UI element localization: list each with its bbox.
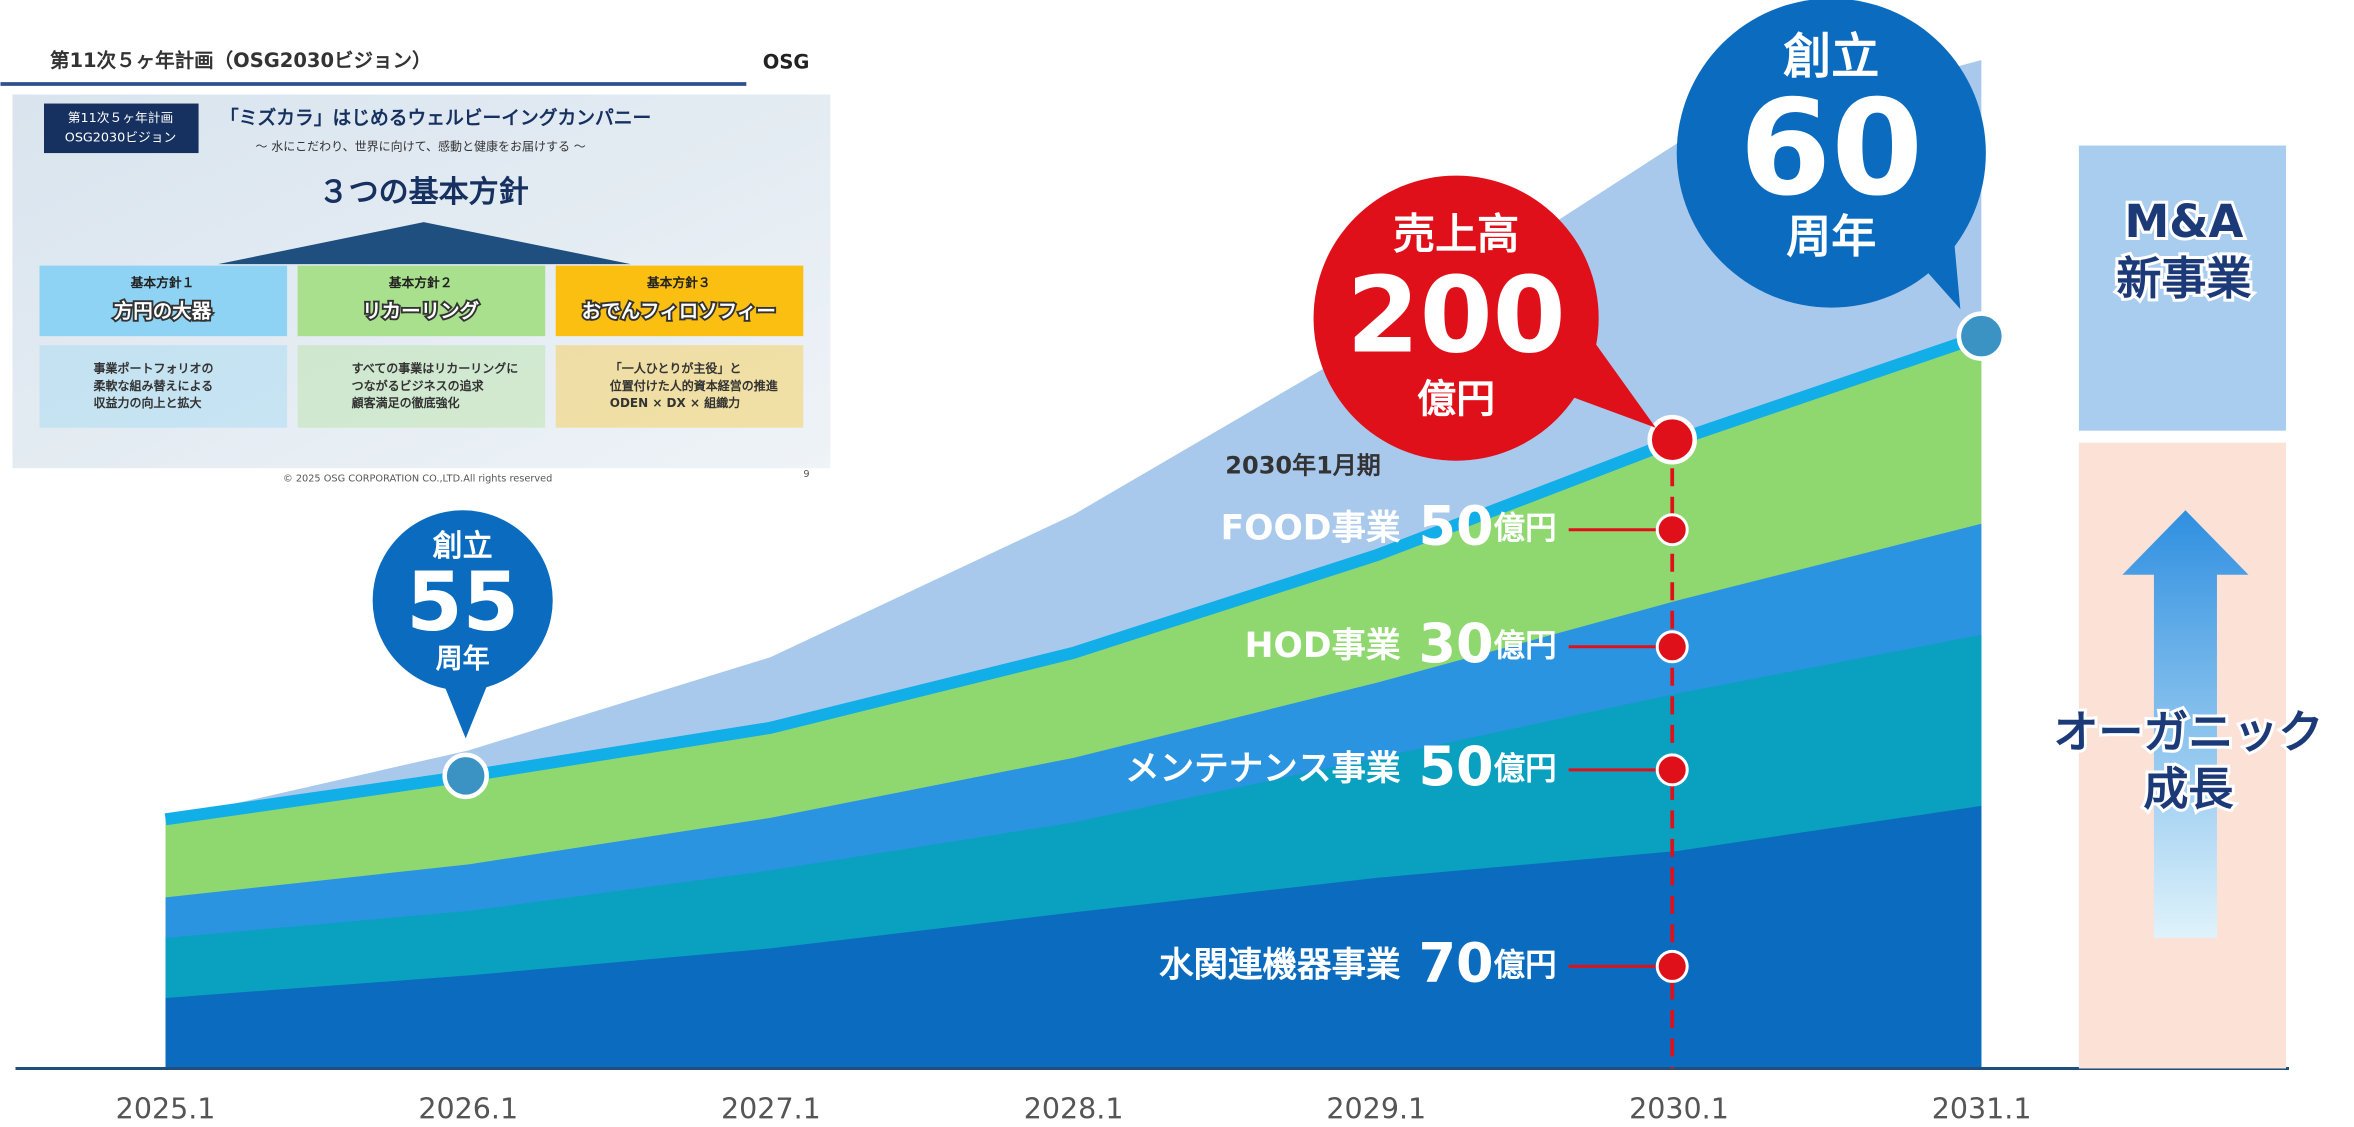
- point: [1956, 311, 2007, 361]
- policy-head: [39, 265, 288, 337]
- point: [442, 752, 489, 800]
- bubble-number: 60: [1739, 72, 1923, 226]
- policy-head: [297, 265, 546, 337]
- copyright: © 2025 OSG CORPORATION CO.,LTD.All right…: [283, 474, 552, 485]
- policy-body: [297, 345, 546, 428]
- new-business-box: [2078, 145, 2286, 431]
- policy-head: [555, 265, 804, 337]
- segment-label: 水関連機器事業 70億円: [1159, 931, 1557, 994]
- policy-text: 位置付けた人的資本経営の推進: [610, 378, 779, 393]
- policy-text: 顧客満足の徹底強化: [352, 395, 460, 410]
- inset-header: 第11次５ヶ年計画（OSG2030ビジョン）: [50, 49, 432, 72]
- segment-unit: 億円: [1494, 628, 1557, 664]
- segment-value: 50: [1418, 734, 1493, 797]
- policy-name: おでんフィロソフィー: [582, 300, 776, 323]
- policy-label: 基本方針２: [388, 275, 453, 291]
- policy-label: 基本方針１: [130, 275, 195, 291]
- bubble: [372, 510, 553, 691]
- segment-point: [1655, 949, 1689, 983]
- segment-unit: 億円: [1494, 751, 1557, 787]
- organic: 成長: [2143, 762, 2234, 815]
- badge-text: 第11次５ヶ年計画: [68, 110, 173, 126]
- page-number: 9: [803, 469, 809, 480]
- bubble-text: 周年: [1786, 210, 1876, 263]
- x-label: 2028.1: [1024, 1092, 1124, 1125]
- segment-name: FOOD事業: [1221, 508, 1401, 548]
- organic: オーガニック: [2053, 705, 2323, 758]
- inset-heading: ３つの基本方針: [319, 175, 529, 210]
- segment-point: [1655, 753, 1689, 787]
- arrow: [2122, 510, 2249, 938]
- policy-text: 柔軟な組み替えによる: [93, 378, 214, 393]
- segment-point: [1655, 630, 1689, 664]
- bubble: [1313, 175, 1599, 461]
- segment-label: FOOD事業 50億円: [1221, 494, 1557, 557]
- x-label: 2027.1: [721, 1092, 821, 1125]
- policy-text: 事業ポートフォリオの: [94, 361, 214, 376]
- bubble-text: 創立: [433, 529, 493, 564]
- segment-unit: 億円: [1494, 947, 1557, 983]
- segment-value: 70: [1418, 931, 1493, 994]
- policy-name: 方円の大器: [114, 300, 212, 323]
- bubble: [1676, 0, 1986, 308]
- inset-subtitle: ～ 水にこだわり、世界に向けて、感動と健康をお届けする ～: [256, 139, 586, 154]
- policy-text: 収益力の向上と拡大: [94, 395, 202, 410]
- segment-label: メンテナンス事業 50億円: [1125, 734, 1557, 797]
- policy-text: 「一人ひとりが主役」と: [610, 361, 742, 376]
- x-label: 2026.1: [418, 1092, 518, 1125]
- x-label: 2031.1: [1932, 1092, 2032, 1125]
- policy-text: ODEN × DX × 組織力: [610, 395, 740, 410]
- segment-name: メンテナンス事業: [1125, 748, 1401, 788]
- badge-text: OSG2030ビジョン: [65, 131, 176, 146]
- segment-unit: 億円: [1494, 511, 1557, 547]
- bubble-text: 億円: [1417, 378, 1495, 423]
- period: 2030年1月期: [1225, 452, 1381, 480]
- segment-point: [1655, 513, 1689, 547]
- bubble-text: 周年: [436, 643, 490, 675]
- bubble-text: 創立: [1783, 29, 1879, 85]
- policy-label: 基本方針３: [646, 275, 711, 291]
- bubble-number: 55: [406, 556, 519, 650]
- badge: [43, 103, 199, 154]
- new-business: M&A: [2125, 195, 2244, 248]
- logo: OSG: [763, 51, 810, 74]
- tagline: 「ミズカラ」はじめるウェルビーイングカンパニー: [220, 106, 651, 129]
- x-label: 2030.1: [1629, 1092, 1729, 1125]
- bubble-number: 200: [1346, 253, 1565, 376]
- x-label: 2029.1: [1326, 1092, 1426, 1125]
- point: [1647, 414, 1697, 465]
- policy-text: すべての事業はリカーリングに: [352, 361, 519, 376]
- policy-body: [555, 345, 804, 428]
- policy-text: つながるビジネスの追求: [352, 378, 485, 393]
- policy-body: [39, 345, 288, 428]
- bubble: [443, 682, 489, 739]
- segment-label: HOD事業 30億円: [1245, 611, 1557, 674]
- policy-name: リカーリング: [362, 300, 480, 323]
- segment-value: 50: [1418, 494, 1493, 557]
- bubble-text: 売上高: [1393, 210, 1519, 259]
- equipment-area: [165, 805, 1982, 1069]
- segment-value: 30: [1418, 611, 1493, 674]
- x-label: 2025.1: [116, 1092, 216, 1125]
- roof: [218, 222, 631, 265]
- new-business: 新事業: [2116, 252, 2251, 305]
- segment-name: 水関連機器事業: [1159, 945, 1401, 985]
- segment-name: HOD事業: [1245, 625, 1401, 665]
